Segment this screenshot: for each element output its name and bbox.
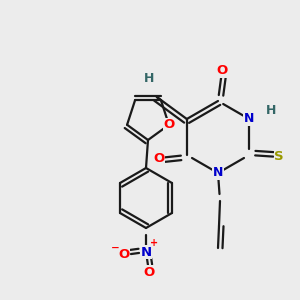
Text: +: + — [150, 238, 158, 248]
Text: O: O — [153, 152, 164, 164]
Text: O: O — [163, 118, 175, 131]
Text: H: H — [144, 73, 154, 85]
Text: O: O — [216, 64, 228, 77]
Text: O: O — [118, 248, 130, 262]
Text: S: S — [274, 151, 284, 164]
Text: H: H — [266, 104, 276, 118]
Text: N: N — [213, 167, 223, 179]
Text: N: N — [244, 112, 254, 125]
Text: N: N — [140, 245, 152, 259]
Text: O: O — [143, 266, 155, 278]
Text: −: − — [111, 243, 119, 253]
